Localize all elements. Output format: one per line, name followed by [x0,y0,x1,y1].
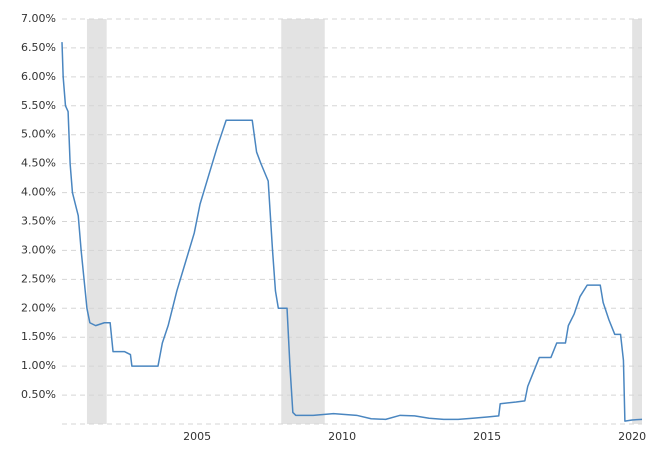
y-tick-label: 7.00% [21,12,56,25]
y-tick-label: 1.00% [21,359,56,372]
y-tick-label: 3.00% [21,243,56,256]
x-tick-label: 2010 [328,430,356,443]
rate-line [61,42,643,422]
recession-band [86,19,107,424]
y-tick-label: 1.50% [21,330,56,343]
y-tick-label: 6.50% [21,41,56,54]
y-tick-label: 5.00% [21,128,56,141]
x-tick-label: 2005 [183,430,211,443]
x-tick-label: 2015 [473,430,501,443]
y-tick-label: 0.50% [21,388,56,401]
y-tick-label: 2.00% [21,301,56,314]
y-tick-label: 2.50% [21,272,56,285]
y-tick-label: 5.50% [21,99,56,112]
y-tick-label: 4.50% [21,157,56,170]
recession-band [632,19,642,424]
y-tick-label: 6.00% [21,70,56,83]
y-tick-label: 4.00% [21,186,56,199]
x-tick-label: 2020 [618,430,646,443]
y-tick-label: 3.50% [21,215,56,228]
